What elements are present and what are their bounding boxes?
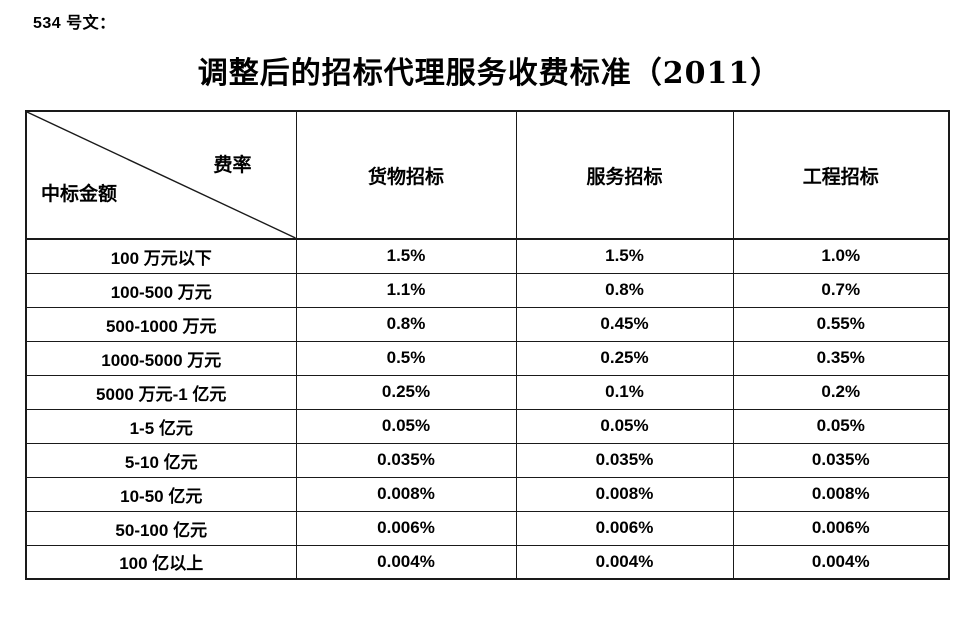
fee-value-cell: 0.008% [295, 476, 517, 512]
table-row: 1000-5000 万元 0.5% 0.25% 0.35% [25, 340, 950, 376]
fee-value-cell: 0.25% [295, 374, 517, 410]
column-header-engineering-bidding: 工程招标 [732, 110, 950, 240]
row-label: 5-10 亿元 [25, 442, 297, 478]
table-row: 100-500 万元 1.1% 0.8% 0.7% [25, 272, 950, 308]
table-row: 500-1000 万元 0.8% 0.45% 0.55% [25, 306, 950, 342]
fee-value-cell: 0.004% [295, 544, 517, 580]
corner-bid-amount-label: 中标金额 [41, 184, 118, 205]
fee-value-cell: 0.004% [515, 544, 734, 580]
column-header-service-bidding: 服务招标 [515, 110, 734, 240]
row-label: 10-50 亿元 [25, 476, 297, 512]
fee-value-cell: 1.5% [515, 238, 734, 274]
fee-value-cell: 0.006% [515, 510, 734, 546]
table-row: 100 万元以下 1.5% 1.5% 1.0% [25, 238, 950, 274]
row-label: 1-5 亿元 [25, 408, 297, 444]
table-header-row: 费率 中标金额 货物招标 服务招标 工程招标 [25, 110, 950, 240]
fee-value-cell: 1.0% [732, 238, 950, 274]
fee-value-cell: 0.035% [515, 442, 734, 478]
fee-value-cell: 0.25% [515, 340, 734, 376]
fee-value-cell: 0.8% [295, 306, 517, 342]
fee-value-cell: 1.1% [295, 272, 517, 308]
column-header-goods-bidding: 货物招标 [295, 110, 517, 240]
row-label: 100-500 万元 [25, 272, 297, 308]
fee-value-cell: 0.035% [732, 442, 950, 478]
row-label: 1000-5000 万元 [25, 340, 297, 376]
table-row: 5-10 亿元 0.035% 0.035% 0.035% [25, 442, 950, 478]
fee-value-cell: 0.5% [295, 340, 517, 376]
row-label: 100 万元以下 [25, 238, 297, 274]
fee-value-cell: 0.006% [295, 510, 517, 546]
fee-value-cell: 0.004% [732, 544, 950, 580]
row-label: 5000 万元-1 亿元 [25, 374, 297, 410]
fee-value-cell: 0.006% [732, 510, 950, 546]
fee-value-cell: 0.2% [732, 374, 950, 410]
row-label: 50-100 亿元 [25, 510, 297, 546]
fee-value-cell: 0.7% [732, 272, 950, 308]
corner-header-cell: 费率 中标金额 [25, 110, 297, 240]
fee-value-cell: 0.008% [515, 476, 734, 512]
fee-value-cell: 1.5% [295, 238, 517, 274]
corner-fee-rate-label: 费率 [213, 155, 252, 176]
fee-rate-table: 费率 中标金额 货物招标 服务招标 工程招标 100 万元以下 1.5% 1.5… [25, 110, 950, 580]
table-row: 5000 万元-1 亿元 0.25% 0.1% 0.2% [25, 374, 950, 410]
fee-value-cell: 0.35% [732, 340, 950, 376]
table-row: 100 亿以上 0.004% 0.004% 0.004% [25, 544, 950, 580]
fee-value-cell: 0.1% [515, 374, 734, 410]
fee-value-cell: 0.05% [515, 408, 734, 444]
table-row: 1-5 亿元 0.05% 0.05% 0.05% [25, 408, 950, 444]
fee-value-cell: 0.05% [295, 408, 517, 444]
fee-value-cell: 0.035% [295, 442, 517, 478]
table-row: 10-50 亿元 0.008% 0.008% 0.008% [25, 476, 950, 512]
table-row: 50-100 亿元 0.006% 0.006% 0.006% [25, 510, 950, 546]
fee-value-cell: 0.55% [732, 306, 950, 342]
fee-value-cell: 0.008% [732, 476, 950, 512]
diagonal-divider-line [27, 112, 296, 238]
fee-value-cell: 0.8% [515, 272, 734, 308]
fee-value-cell: 0.05% [732, 408, 950, 444]
page-title: 调整后的招标代理服务收费标准（2011） [197, 56, 782, 91]
row-label: 100 亿以上 [25, 544, 297, 580]
doc-number-label: 534 号文： [33, 15, 116, 32]
row-label: 500-1000 万元 [25, 306, 297, 342]
fee-value-cell: 0.45% [515, 306, 734, 342]
